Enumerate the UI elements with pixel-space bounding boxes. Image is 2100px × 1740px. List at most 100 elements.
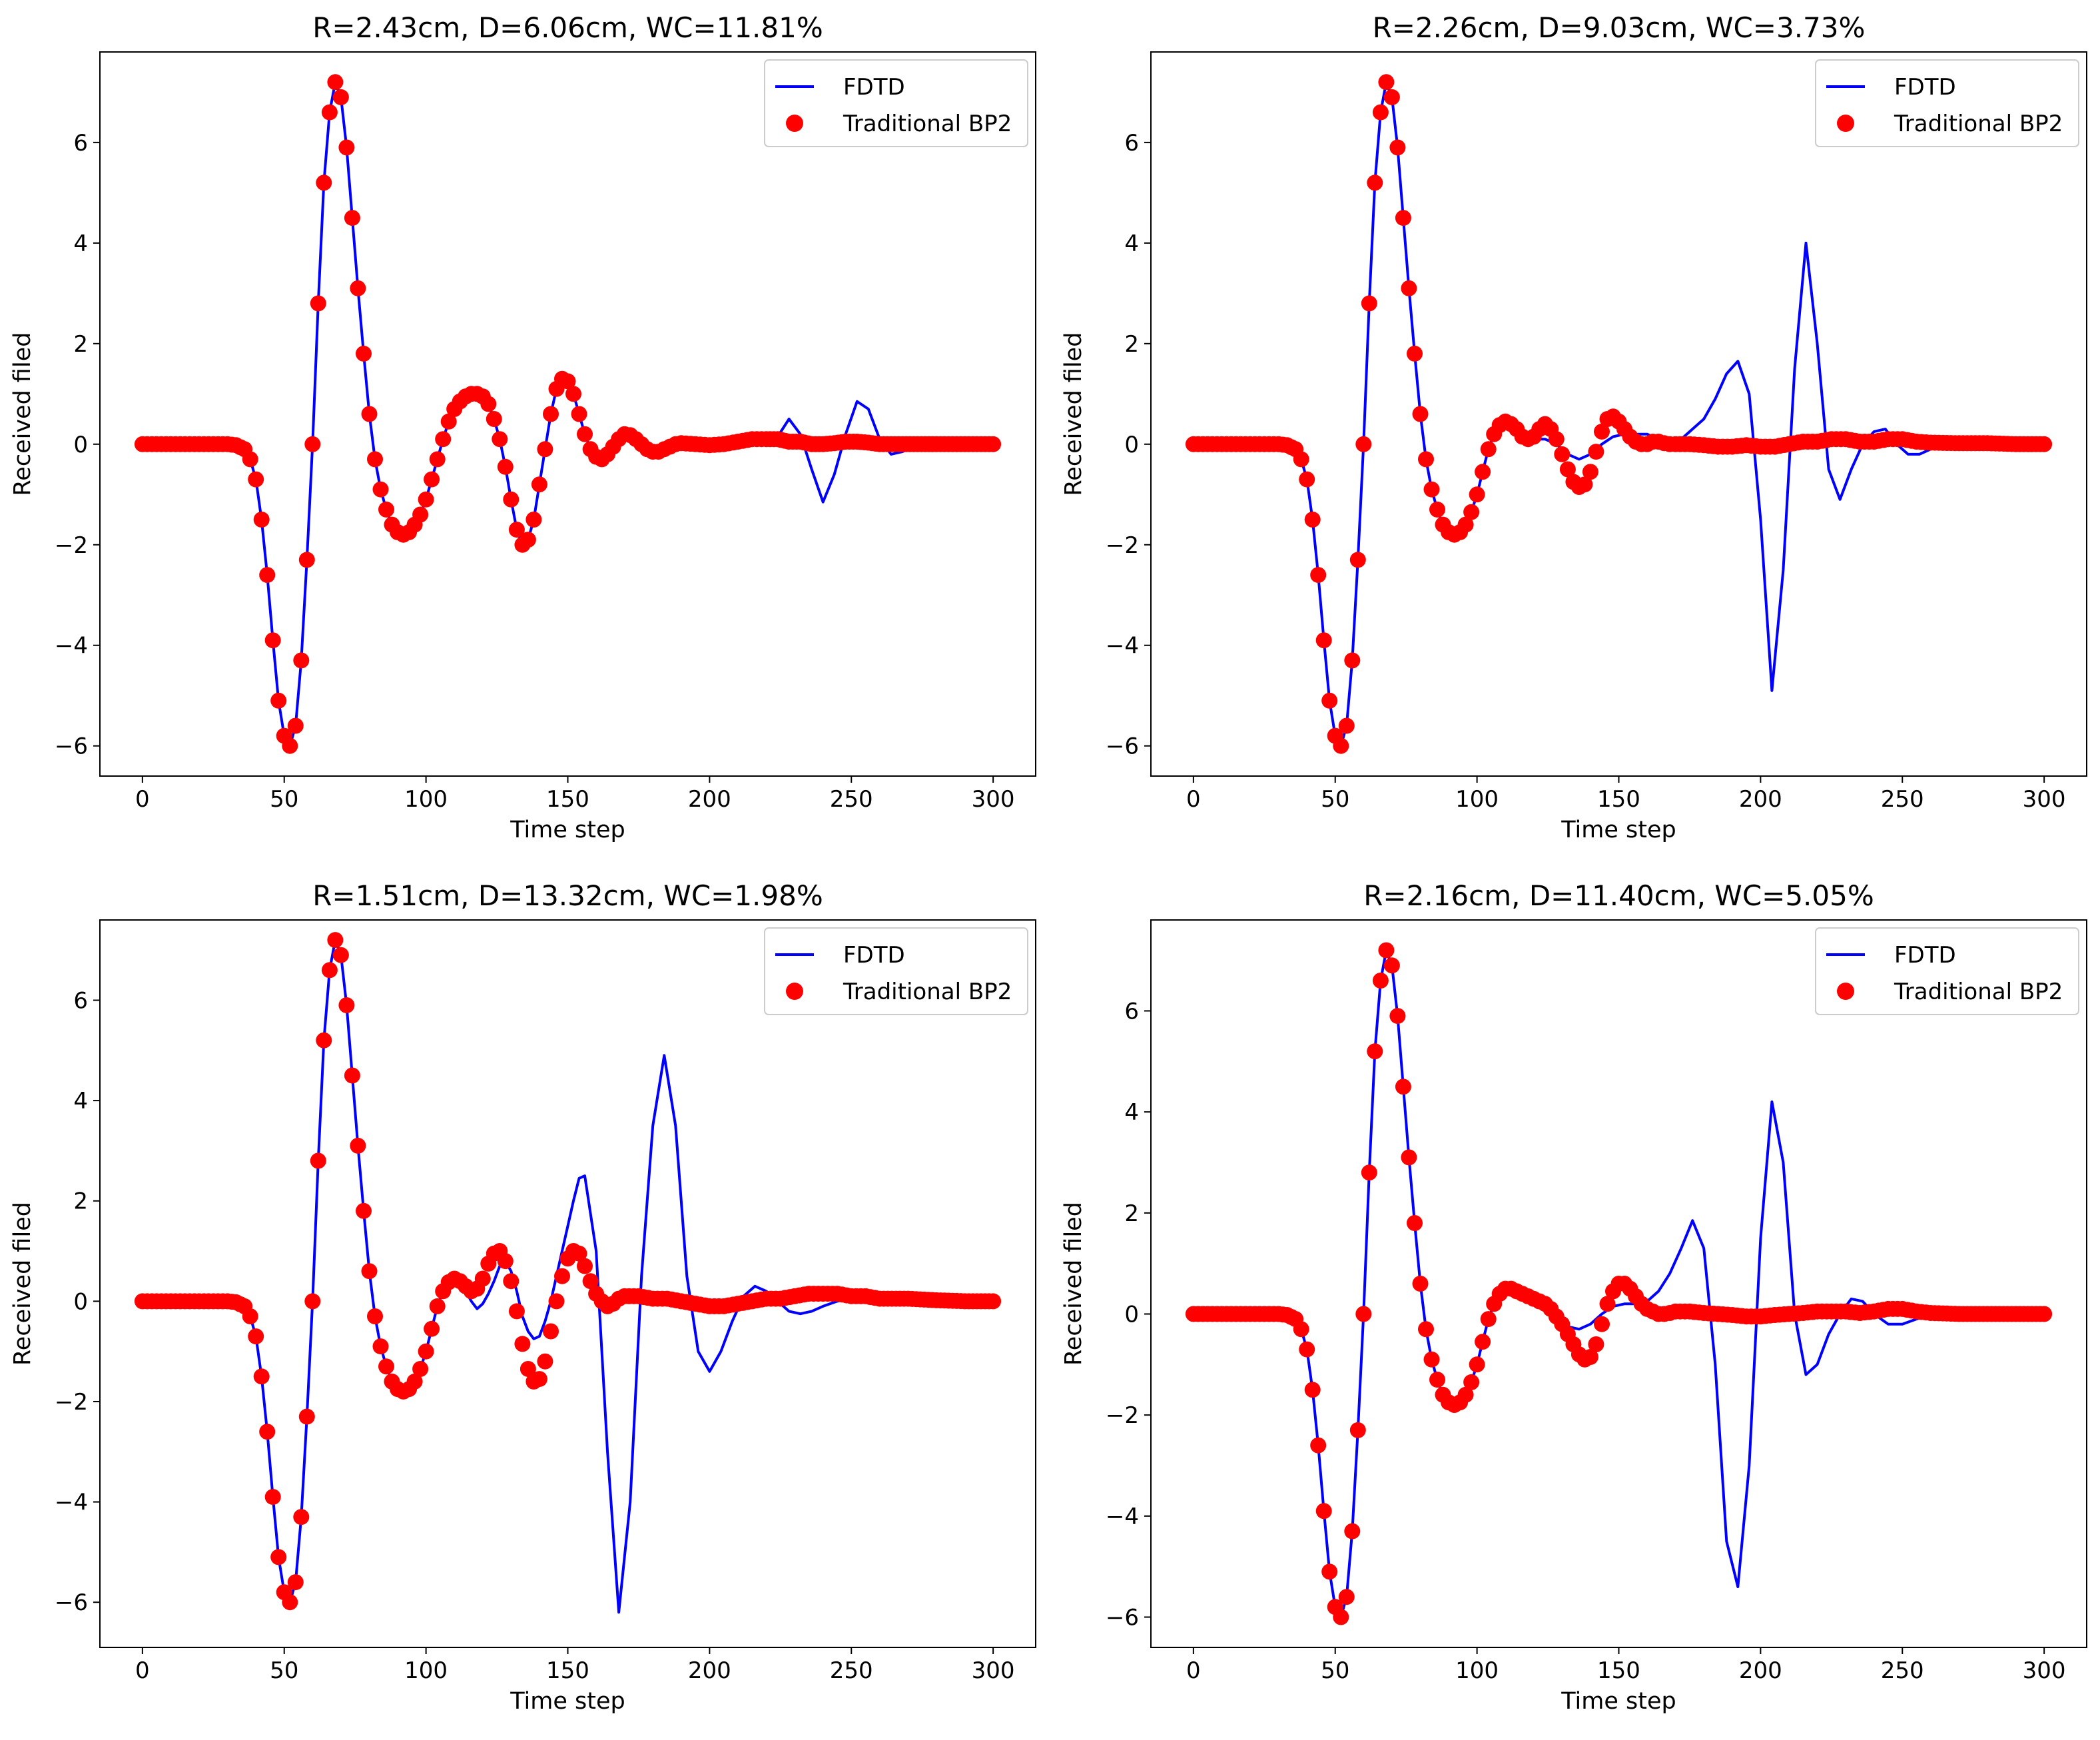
- bp2-data-point: [248, 471, 264, 488]
- bp2-data-point: [1304, 512, 1321, 528]
- chart-panel-2: R=2.26cm, D=9.03cm, WC=3.73% 0 50 100 150 200…: [1060, 11, 2087, 843]
- bp2-data-point: [1349, 552, 1366, 568]
- bp2-data-point: [1367, 1043, 1383, 1060]
- bp2-data-point: [1469, 486, 1485, 503]
- chart-panel-3: R=1.51cm, D=13.32cm, WC=1.98%0 50 100 150 20…: [9, 879, 1036, 1715]
- bp2-data-point: [270, 1549, 287, 1565]
- bp2-data-point: [520, 1361, 536, 1377]
- bp2-data-point: [332, 947, 349, 963]
- bp2-data-point: [264, 632, 281, 649]
- bp2-data-point: [270, 692, 287, 709]
- legend-box: [1815, 927, 2079, 1015]
- bp2-data-point: [1361, 295, 1377, 312]
- bp2-data-point: [316, 175, 332, 191]
- x-tick-label: 100: [404, 786, 448, 813]
- bp2-data-point: [424, 471, 440, 488]
- legend: FDTD Traditional BP2: [1815, 927, 2079, 1015]
- bp2-data-point: [1383, 89, 1400, 105]
- bp2-data-point: [1389, 139, 1406, 156]
- bp2-data-point: [1395, 210, 1411, 226]
- legend: FDTD Traditional BP2: [764, 59, 1028, 147]
- y-tick-label: 2: [73, 1188, 88, 1215]
- y-tick-label: −6: [1106, 1605, 1139, 1631]
- bp2-data-point: [1429, 1372, 1445, 1388]
- bp2-data-point: [293, 652, 310, 669]
- bp2-data-point: [503, 1273, 520, 1290]
- bp2-data-point: [253, 1368, 270, 1385]
- bp2-data-point: [372, 481, 389, 498]
- bp2-data-point: [344, 210, 360, 226]
- x-tick-label: 300: [972, 786, 1015, 813]
- bp2-data-point: [582, 1273, 599, 1290]
- bp2-data-point: [429, 451, 446, 468]
- bp2-data-point: [503, 491, 520, 508]
- bp2-data-point: [1367, 175, 1383, 191]
- bp2-data-point: [327, 932, 344, 949]
- bp2-data-point: [259, 1424, 276, 1440]
- bp2-data-point: [344, 1067, 360, 1084]
- bp2-data-point: [1599, 1296, 1616, 1312]
- legend: FDTD Traditional BP2: [764, 927, 1028, 1015]
- bp2-data-point: [474, 1270, 491, 1287]
- legend-bp2-swatch: [1837, 115, 1854, 132]
- x-tick-label: 150: [1597, 786, 1640, 813]
- x-axis-label: Time step: [1561, 817, 1676, 843]
- bp2-data-point: [497, 1253, 514, 1270]
- bp2-data-point: [497, 458, 514, 475]
- legend-bp2-label: Traditional BP2: [1894, 111, 2063, 137]
- bp2-data-point: [1594, 423, 1610, 440]
- bp2-data-point: [1418, 451, 1434, 468]
- bp2-data-point: [282, 1594, 298, 1611]
- bp2-data-point: [259, 567, 276, 584]
- bp2-data-point: [1463, 1374, 1480, 1390]
- bp2-data-point: [1407, 345, 1423, 362]
- bp2-data-point: [350, 1137, 366, 1154]
- bp2-data-point: [1559, 461, 1576, 478]
- y-tick-label: 2: [1124, 331, 1139, 358]
- x-tick-label: 300: [2023, 1657, 2066, 1684]
- bp2-data-point: [287, 1574, 304, 1591]
- axes-frame: [1150, 919, 2087, 1648]
- legend-fdtd-label: FDTD: [1894, 74, 1956, 101]
- bp2-data-point: [310, 1152, 326, 1169]
- bp2-data-point: [1321, 1563, 1338, 1580]
- bp2-data-point: [378, 501, 394, 518]
- x-tick-label: 150: [546, 786, 589, 813]
- bp2-data-point: [1475, 464, 1491, 480]
- bp2-data-point: [440, 413, 457, 430]
- bp2-data-point: [1480, 1311, 1497, 1328]
- bp2-data-point: [418, 1343, 434, 1360]
- x-tick-label: 0: [1186, 786, 1201, 813]
- bp2-data-point: [1338, 1589, 1355, 1605]
- x-tick-label: 250: [1881, 1657, 1924, 1684]
- bp2-data-point: [282, 737, 298, 754]
- bp2-data-point: [1554, 446, 1571, 462]
- bp2-data-point: [1480, 441, 1497, 458]
- bp2-data-point: [1372, 104, 1389, 121]
- y-tick-label: 4: [1124, 230, 1139, 257]
- bp2-data-point: [406, 1373, 423, 1390]
- x-tick-label: 150: [546, 1657, 589, 1684]
- bp2-data-point: [1315, 1503, 1332, 1520]
- bp2-data-point: [429, 1298, 446, 1314]
- axes-frame: [1150, 51, 2087, 777]
- chart-title: R=2.43cm, D=6.06cm, WC=11.81%: [312, 11, 823, 44]
- bp2-data-point: [248, 1328, 264, 1345]
- bp2-data-point: [1423, 481, 1440, 498]
- y-tick-label: 0: [73, 432, 88, 458]
- bp2-data-point: [577, 426, 593, 442]
- bp2-data-point: [1395, 1079, 1411, 1095]
- bp2-data-point: [1576, 476, 1593, 493]
- x-tick-label: 200: [1739, 786, 1782, 813]
- bp2-data-point: [1361, 1164, 1377, 1181]
- x-tick-label: 150: [1597, 1657, 1640, 1684]
- x-tick-label: 0: [135, 1657, 150, 1684]
- bp2-data-point: [1344, 652, 1361, 669]
- bp2-data-point: [2036, 436, 2053, 452]
- x-tick-label: 200: [688, 786, 731, 813]
- bp2-data-point: [508, 522, 525, 538]
- bp2-data-point: [298, 1408, 315, 1425]
- y-tick-label: 6: [73, 987, 88, 1014]
- x-tick-label: 100: [1455, 1657, 1499, 1684]
